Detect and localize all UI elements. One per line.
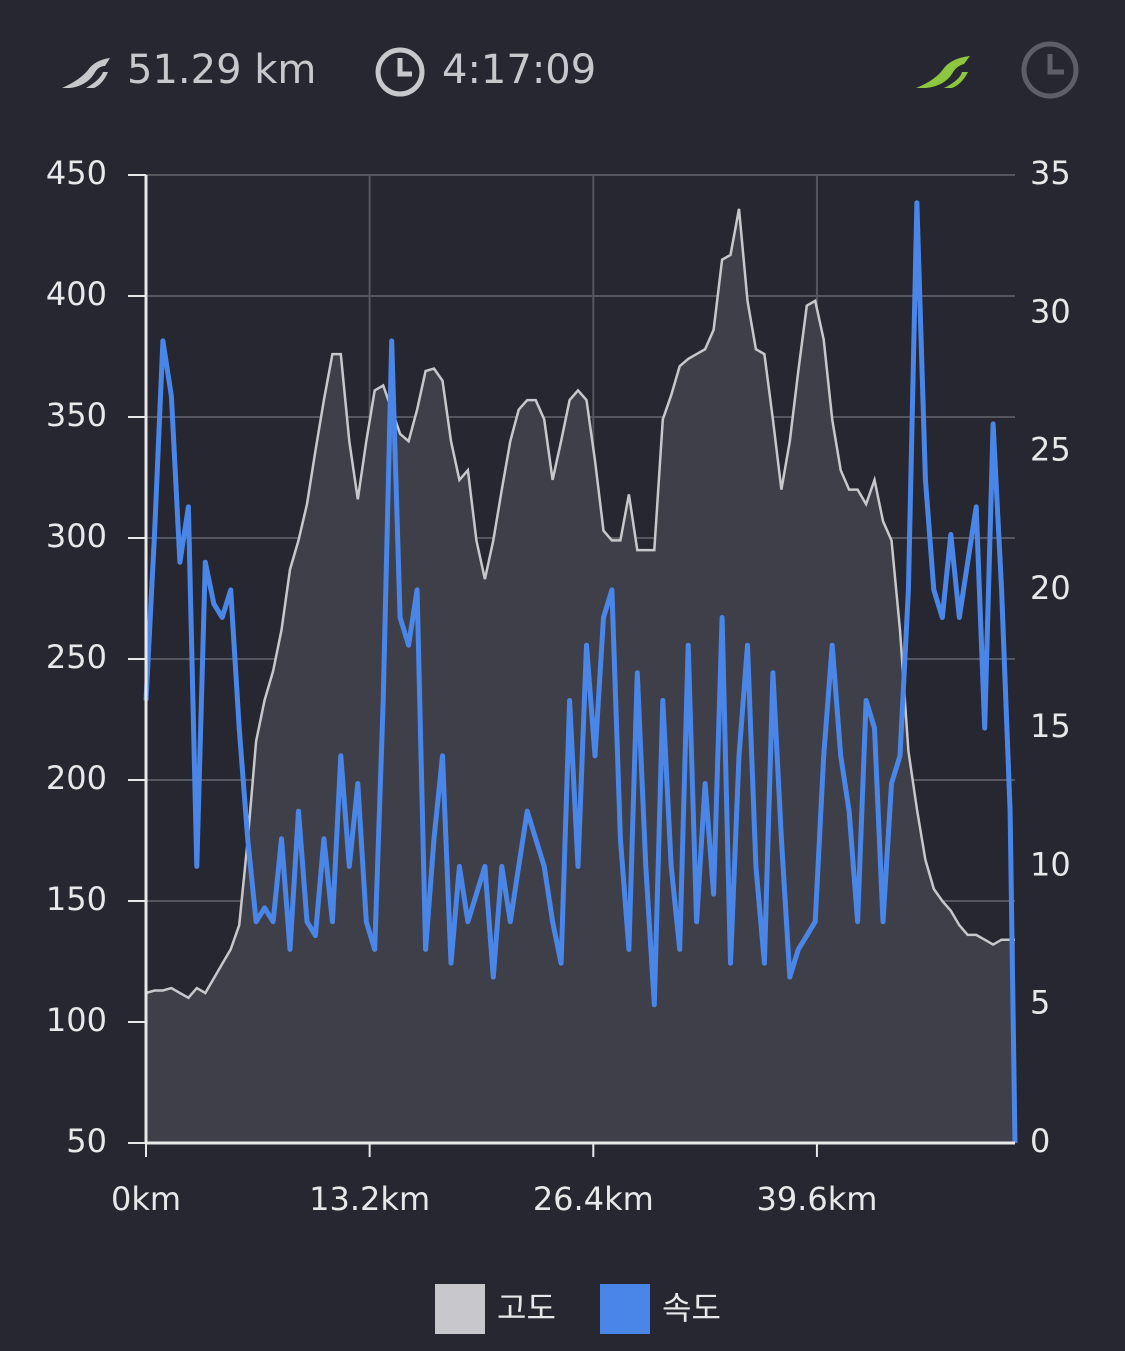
- y2-tick-label: 25: [1030, 431, 1071, 469]
- y-tick-label: 300: [46, 517, 107, 555]
- elevation-line: [145, 208, 1015, 1000]
- y-tick-label: 150: [46, 880, 107, 918]
- y2-tick-label: 30: [1030, 292, 1071, 330]
- y2-tick-label: 15: [1030, 707, 1071, 745]
- x-tick-label: 13.2km: [309, 1180, 430, 1218]
- y-tick-label: 200: [46, 759, 107, 797]
- y2-tick-label: 5: [1030, 984, 1050, 1022]
- time-toggle[interactable]: [1021, 41, 1079, 99]
- legend-label: 속도: [662, 1289, 721, 1327]
- legend-swatch: [435, 1284, 485, 1334]
- y-tick-label: 250: [46, 638, 107, 676]
- y-tick-label: 50: [66, 1122, 107, 1160]
- distance-icon: [62, 58, 110, 88]
- y-tick-label: 100: [46, 1001, 107, 1039]
- y-tick-label: 350: [46, 396, 107, 434]
- x-tick-label: 0km: [111, 1180, 181, 1218]
- y-tick-label: 400: [46, 275, 107, 313]
- y2-tick-label: 20: [1030, 569, 1071, 607]
- speed-line: [143, 200, 1018, 1144]
- clock-icon: [375, 47, 425, 97]
- x-tick-label: 39.6km: [756, 1180, 877, 1218]
- legend-swatch: [600, 1284, 650, 1334]
- duration-value: 4:17:09: [442, 47, 596, 93]
- x-tick-label: 26.4km: [533, 1180, 654, 1218]
- legend-label: 고도: [497, 1289, 556, 1327]
- plot: 50 100 150 200 250 300 350 400 450 0 5 10 15 20 25 30 35…: [46, 154, 1071, 1218]
- y-tick-label: 450: [46, 154, 107, 192]
- distance-value: 51.29 km: [127, 47, 316, 93]
- y2-tick-label: 10: [1030, 845, 1071, 883]
- y2-tick-label: 0: [1030, 1122, 1050, 1160]
- distance-toggle[interactable]: [916, 56, 970, 88]
- y2-tick-label: 35: [1030, 154, 1071, 192]
